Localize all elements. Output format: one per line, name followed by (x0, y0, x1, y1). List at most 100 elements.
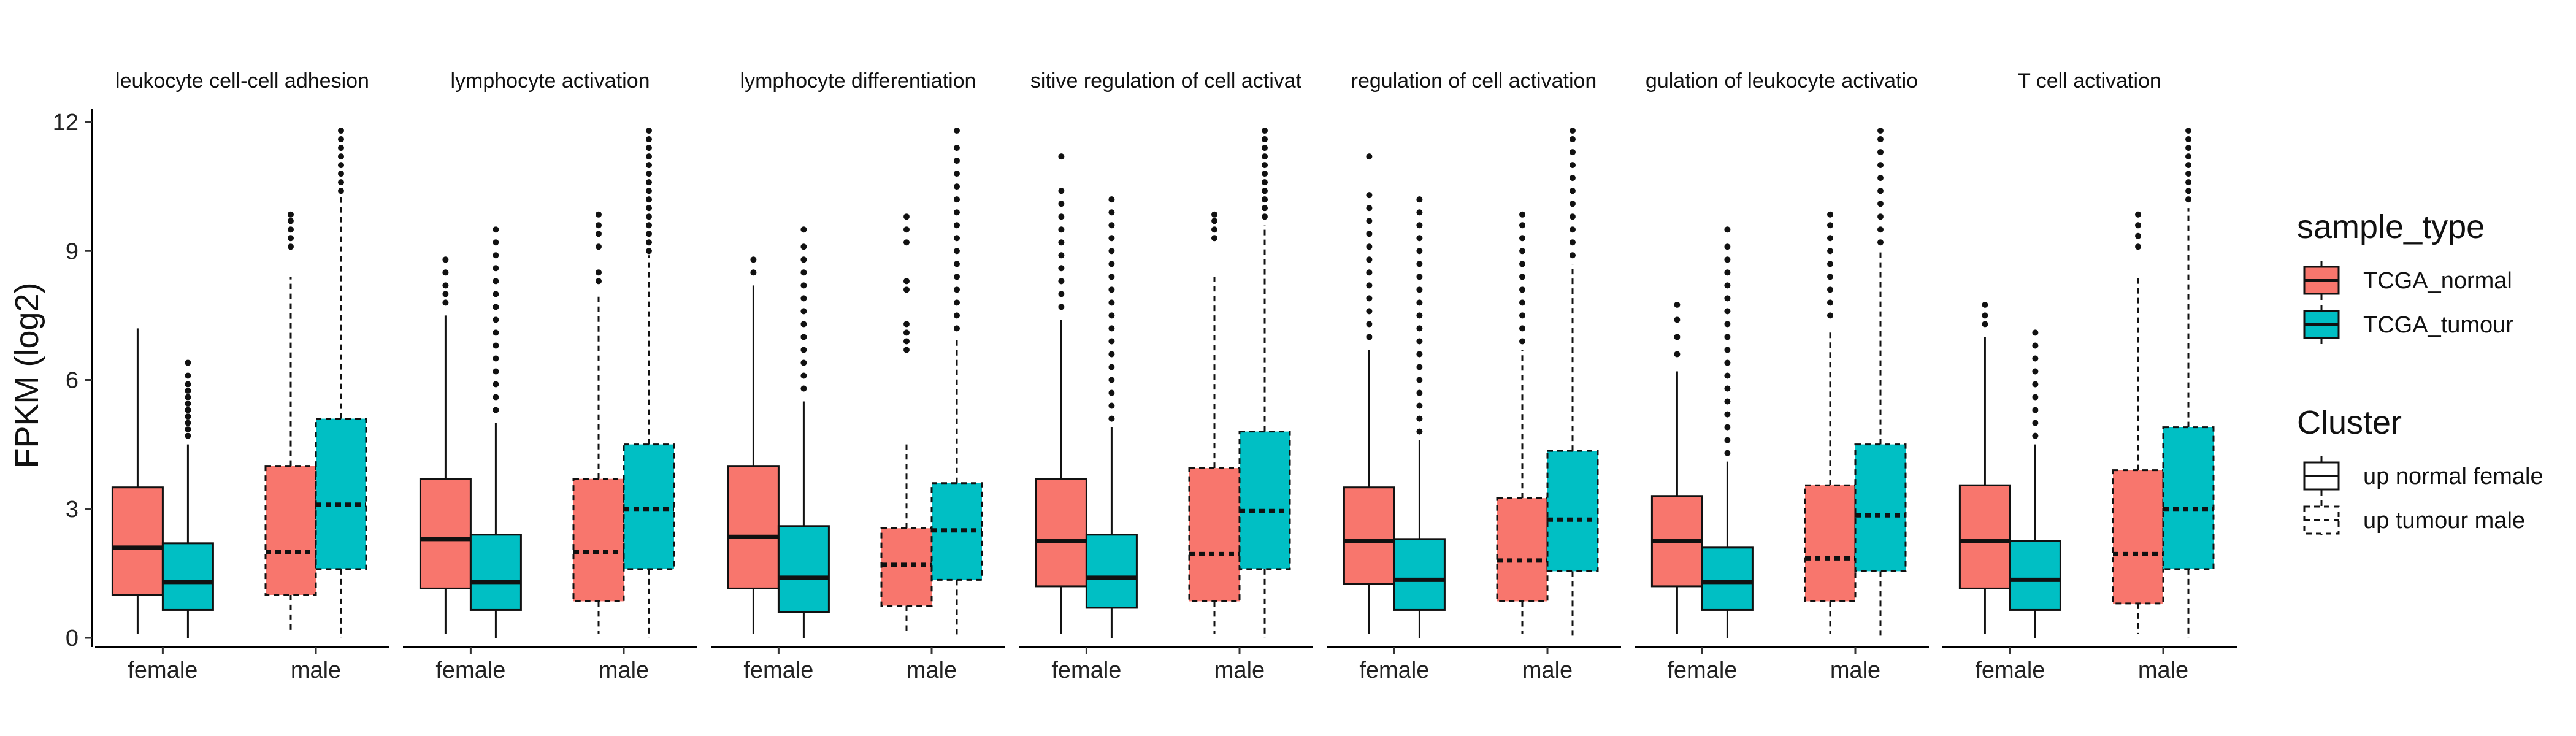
outlier-point (1108, 312, 1115, 319)
outlier-point (1724, 256, 1731, 263)
outlier-point (1827, 211, 1833, 218)
outlier-point (903, 338, 910, 345)
outlier-point (2185, 128, 2191, 134)
outlier-point (1058, 265, 1065, 272)
outlier-point (800, 282, 807, 289)
outlier-point (1877, 239, 1884, 246)
outlier-point (2135, 222, 2141, 229)
legend-key-TCGA_tumour (2303, 305, 2340, 344)
outlier-point (800, 243, 807, 250)
legend-label: TCGA_tumour (2363, 312, 2513, 338)
outlier-point (954, 261, 960, 267)
outlier-point (185, 394, 191, 401)
outlier-point (1108, 248, 1115, 255)
outlier-point (1674, 316, 1681, 323)
outlier-point (2185, 145, 2191, 151)
outlier-point (1877, 149, 1884, 156)
x-tick-label: female (1051, 657, 1121, 683)
outlier-point (1058, 153, 1065, 160)
outlier-point (1674, 301, 1681, 308)
outlier-point (1570, 252, 1576, 259)
facet-title: lymphocyte activation (450, 69, 650, 93)
outlier-point (1570, 213, 1576, 220)
outlier-point (1211, 226, 1217, 233)
box-male-TCGA_tumour (930, 128, 983, 638)
facet-panel: leukocyte cell-cell adhesion female male (95, 69, 389, 683)
outlier-point (903, 278, 910, 285)
outlier-point (1416, 325, 1423, 332)
outlier-point (1058, 188, 1065, 194)
outlier-point (338, 179, 344, 186)
outlier-point (1519, 274, 1525, 280)
outlier-point (493, 265, 499, 272)
outlier-point (1108, 389, 1115, 396)
outlier-point (1416, 261, 1423, 267)
outlier-point (2032, 329, 2039, 336)
box-body (777, 525, 830, 613)
outlier-point (1366, 321, 1373, 328)
box-body (1035, 478, 1087, 588)
box-body (1854, 443, 1907, 572)
outlier-point (1570, 149, 1576, 156)
legend-title-cluster: Cluster (2297, 404, 2402, 441)
outlier-point (1416, 338, 1423, 345)
outlier-point (750, 256, 757, 263)
outlier-point (493, 329, 499, 336)
outlier-point (1211, 218, 1217, 224)
outlier-point (493, 226, 499, 233)
outlier-point (493, 407, 499, 413)
outlier-point (800, 308, 807, 315)
box-body (1701, 546, 1754, 611)
outlier-point (2135, 243, 2141, 250)
box-body (469, 534, 522, 611)
box-male-TCGA_tumour (2162, 128, 2215, 638)
outlier-point (954, 274, 960, 280)
outlier-point (954, 171, 960, 177)
outlier-point (903, 226, 910, 233)
legend-title-sample-type: sample_type (2297, 209, 2485, 245)
legend-key-TCGA_normal (2303, 261, 2340, 300)
outlier-point (1262, 136, 1268, 143)
outlier-point (800, 334, 807, 340)
box-male-TCGA_normal (1496, 211, 1549, 634)
legend-key-up-normal-female (2303, 456, 2340, 496)
box-male-TCGA_normal (572, 211, 625, 634)
outlier-point (288, 235, 294, 242)
legend-sample-type-entries: TCGA_normal TCGA_tumour (2303, 261, 2513, 344)
outlier-point (1366, 153, 1373, 160)
outlier-point (288, 218, 294, 224)
outlier-point (1724, 372, 1731, 379)
outlier-point (1108, 286, 1115, 293)
x-tick-label: female (743, 657, 813, 683)
outlier-point (288, 226, 294, 233)
legend-sample-type: sample_type TCGA_normal TCGA_tumour (2297, 209, 2513, 344)
outlier-point (1877, 226, 1884, 233)
outlier-point (338, 188, 344, 194)
outlier-point (185, 413, 191, 420)
outlier-point (1982, 312, 1988, 319)
box-male-TCGA_tumour (623, 128, 675, 638)
box-body (161, 542, 214, 611)
outlier-point (596, 269, 602, 276)
outlier-point (1366, 295, 1373, 302)
outlier-point (1416, 222, 1423, 229)
outlier-point (1416, 286, 1423, 293)
outlier-point (2032, 394, 2039, 401)
outlier-point (1724, 437, 1731, 443)
box-female-TCGA_normal (727, 256, 780, 634)
outlier-point (954, 312, 960, 319)
outlier-point (1519, 338, 1525, 345)
outlier-point (493, 252, 499, 259)
outlier-point (903, 239, 910, 246)
outlier-point (338, 153, 344, 160)
outlier-point (954, 196, 960, 203)
outlier-point (954, 209, 960, 216)
outlier-point (646, 162, 652, 169)
outlier-point (1827, 248, 1833, 255)
outlier-point (1416, 299, 1423, 306)
box-male-TCGA_tumour (1854, 128, 1907, 638)
outlier-point (288, 211, 294, 218)
outlier-point (1366, 269, 1373, 276)
outlier-point (1570, 162, 1576, 169)
outlier-point (1262, 171, 1268, 177)
